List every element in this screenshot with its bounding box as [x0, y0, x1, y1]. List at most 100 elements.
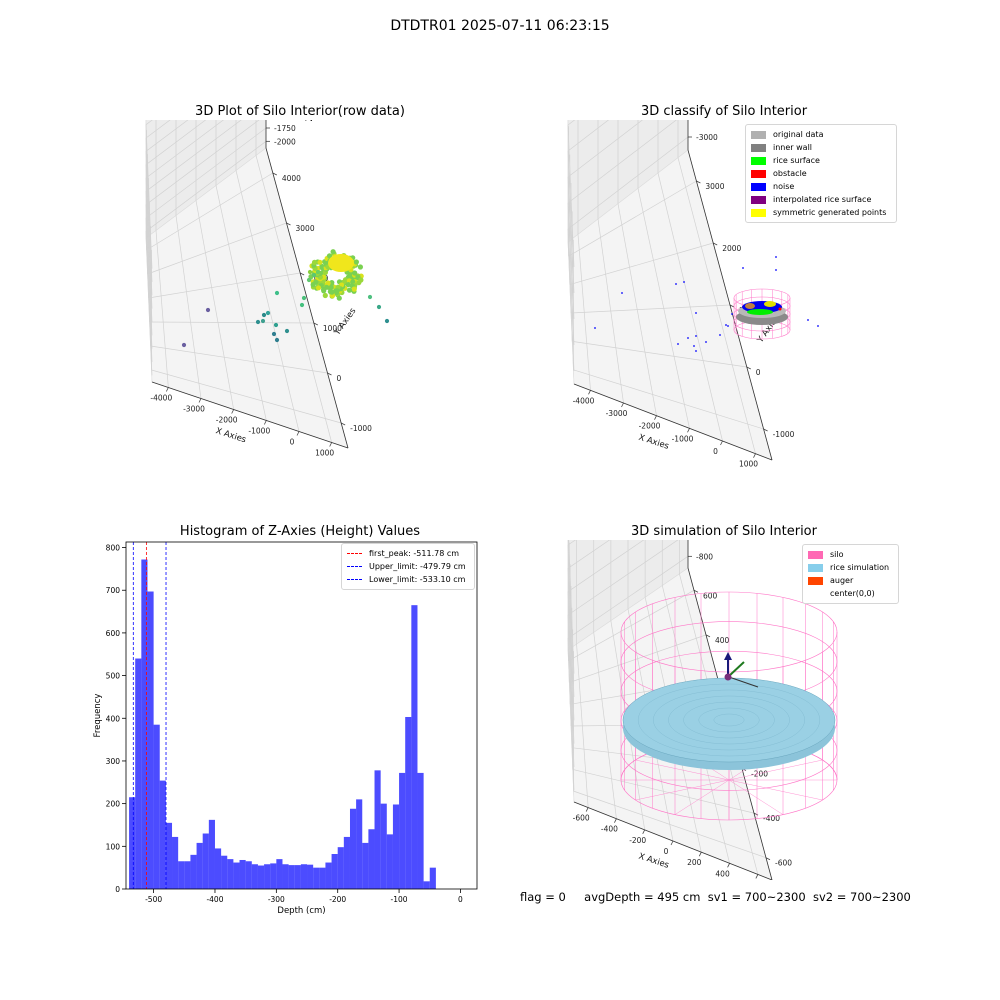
cls-x-tick-label: -2000 — [639, 422, 661, 431]
histogram-bar — [190, 854, 197, 889]
raw-grid-z — [145, 120, 153, 269]
raw-surface-point — [345, 282, 351, 288]
cls-noise-point — [742, 267, 744, 269]
raw-x-tick-mark — [296, 431, 300, 436]
raw-x-tick-label: -2000 — [216, 416, 238, 425]
sim-x-tick-mark — [670, 840, 674, 846]
histogram-bar — [362, 842, 369, 889]
raw-x-tick-mark — [263, 420, 267, 425]
sim-x-axis-line — [573, 801, 773, 880]
raw-scatter-point — [261, 312, 267, 318]
raw-3d-plot: -4000-3000-2000-100001000-10000100020003… — [145, 120, 390, 458]
histogram-frame — [125, 541, 478, 890]
cls-obstacle-area — [745, 303, 755, 309]
raw-z-axis-label: Z Axies (Depth) — [305, 120, 315, 121]
legend-label: noise — [773, 182, 795, 191]
raw-grid-z — [145, 120, 189, 296]
silo-floor-spoke — [674, 779, 730, 815]
raw-grid-z — [145, 120, 171, 283]
sim-y-tick-label: -600 — [775, 859, 792, 868]
histogram-bar — [337, 847, 344, 889]
histogram-bar — [129, 797, 136, 889]
cls-grid-y — [572, 341, 747, 368]
legend-label: Lower_limit: -533.10 cm — [369, 575, 466, 584]
raw-x-axis-label: X Axies — [214, 426, 247, 445]
raw-surface-point — [346, 287, 353, 293]
histogram-bar — [423, 881, 430, 889]
classify-3d-plot: -4000-3000-2000-100001000-10000100020003… — [567, 120, 819, 469]
raw-y-tick-mark — [327, 372, 332, 376]
cls-grid-z — [567, 120, 610, 294]
sim-x-tick-label: -200 — [629, 836, 646, 845]
legend-swatch — [751, 130, 766, 139]
raw-x-tick-mark — [165, 387, 169, 392]
sv2-text: sv2 = 700~2300 — [812, 890, 911, 904]
sim-x-tick-mark — [585, 807, 589, 812]
histogram-bar — [386, 834, 393, 889]
raw-scatter-point — [301, 295, 307, 301]
raw-surface-point — [310, 282, 316, 288]
cls-x-tick-label: 1000 — [739, 460, 758, 469]
histogram-bar — [147, 591, 154, 889]
figure-title: DTDTR01 2025-07-11 06:23:15 — [390, 18, 610, 34]
avg-depth-text: avgDepth = 495 cm — [584, 890, 701, 904]
cls-noise-point — [705, 341, 707, 343]
sim-grid-z — [567, 556, 689, 791]
raw-scatter-point — [284, 328, 290, 334]
legend-entry: inner wall — [751, 141, 891, 154]
sim-y-tick-label: 600 — [703, 591, 718, 600]
cls-noise-point — [775, 269, 777, 271]
histogram-bar — [135, 658, 142, 889]
legend-label: silo — [830, 550, 844, 559]
histogram-y-tick-label: 800 — [106, 544, 121, 553]
legend-swatch — [808, 589, 823, 598]
flag-text: flag = 0 — [520, 890, 566, 904]
raw-y-tick-label: 0 — [337, 374, 342, 383]
raw-scatter-point — [299, 302, 305, 308]
histogram-bar — [349, 808, 357, 889]
cls-noise-point — [731, 313, 733, 315]
raw-surface-point — [358, 277, 364, 283]
cls-x-tick-label: 0 — [713, 447, 718, 456]
raw-scatter-point — [260, 318, 266, 324]
cls-x-axis-line — [573, 383, 773, 461]
raw-grid-y — [148, 272, 301, 299]
histogram-x-tick-label: -100 — [391, 895, 408, 904]
histogram-bar — [307, 864, 314, 889]
sim-x-tick-mark — [642, 829, 646, 835]
silo-floor-spoke — [728, 779, 784, 815]
cls-y-tick-mark — [713, 242, 718, 246]
histogram-bar — [313, 867, 320, 889]
cls-y-tick-mark — [729, 304, 735, 308]
histogram-bar — [368, 829, 375, 889]
histogram-bar — [202, 833, 209, 889]
legend-label: rice surface — [773, 156, 820, 165]
sim-x-tick-mark — [614, 818, 617, 823]
simulation-3d-plot: -600-400-2000200400600-600-400-200020040… — [567, 540, 838, 880]
raw-y-tick-mark — [286, 222, 291, 226]
silo-floor-spoke — [728, 759, 823, 781]
cls-y-tick-label: 0 — [756, 368, 761, 377]
legend-label: Upper_limit: -479.79 cm — [369, 562, 466, 571]
cls-rice-surface — [747, 309, 773, 315]
rice-simulation-surface — [622, 677, 836, 763]
sim-grid-y — [573, 790, 767, 859]
histogram-x-tick-label: -200 — [329, 895, 346, 904]
histogram-y-tick-label: 200 — [106, 800, 121, 809]
sim-x-tick-mark — [755, 874, 759, 879]
raw-surface-point — [315, 285, 322, 291]
legend-entry: first_peak: -511.78 cm — [347, 547, 469, 560]
sim-x-tick-label: -400 — [601, 825, 618, 834]
cls-noise-point — [594, 327, 596, 329]
sim-x-tick-mark — [727, 863, 730, 868]
histogram-bar — [417, 772, 424, 889]
sim-grid-z — [567, 540, 576, 698]
histogram-x-tick-label: 0 — [458, 895, 463, 904]
sim-grid-z — [568, 540, 575, 674]
raw-grid-z — [145, 141, 267, 376]
histogram-bar — [392, 804, 400, 889]
legend-label: first_peak: -511.78 cm — [369, 549, 460, 558]
cls-grid-y — [570, 304, 731, 314]
cls-noise-point — [683, 281, 685, 283]
histogram-legend: first_peak: -511.78 cm Upper_limit: -479… — [341, 543, 475, 590]
